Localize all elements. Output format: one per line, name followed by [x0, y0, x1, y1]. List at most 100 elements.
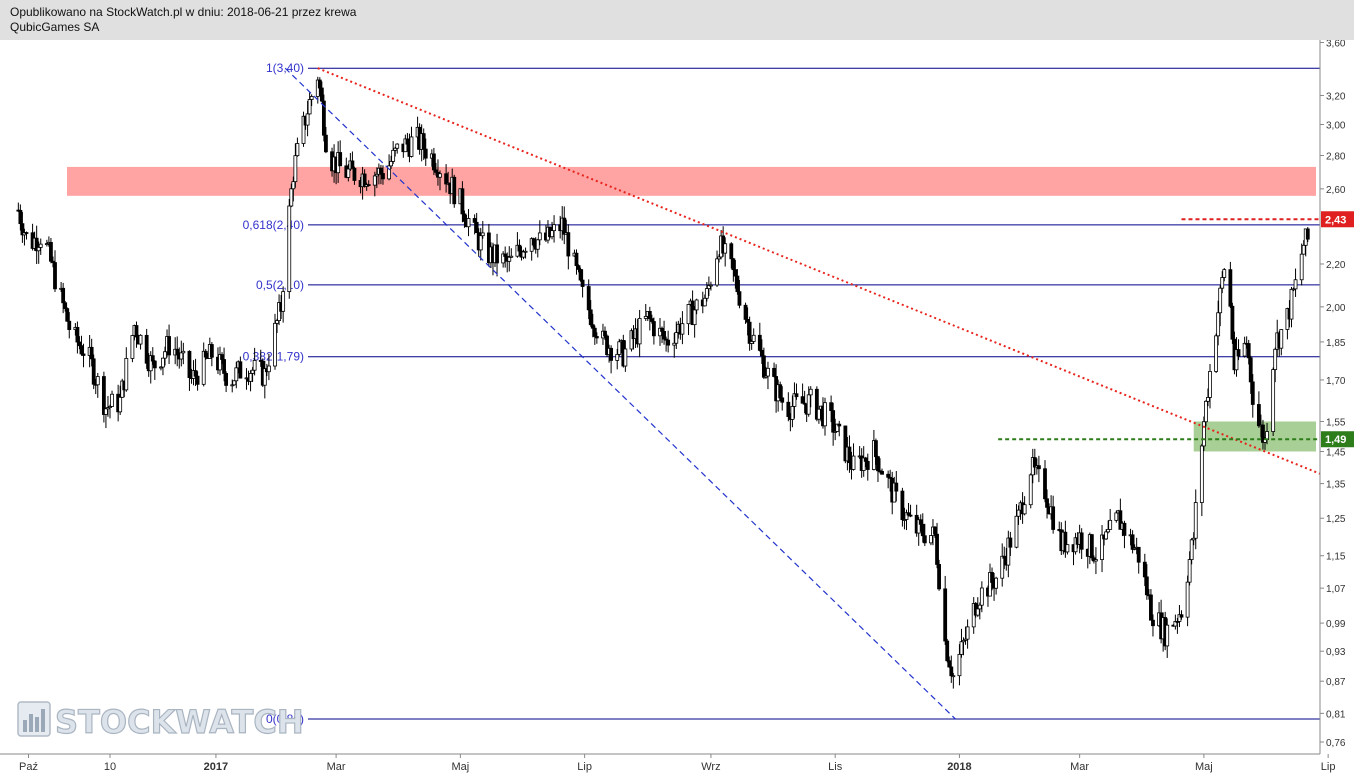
candle-body — [167, 336, 171, 356]
candle — [800, 383, 805, 404]
fib-level-label: 0,5(2,10) — [256, 278, 304, 292]
candle — [34, 225, 39, 265]
candle — [709, 281, 713, 291]
candle-body — [405, 138, 410, 145]
candle — [637, 309, 642, 358]
x-tick-label: Lip — [577, 761, 592, 773]
candle — [1193, 489, 1198, 550]
candle — [1014, 504, 1019, 549]
candle-body — [963, 638, 968, 641]
candle-body — [110, 393, 114, 407]
candle-body — [949, 666, 954, 677]
candle — [1108, 508, 1113, 530]
candle — [163, 346, 167, 366]
candle — [438, 170, 442, 191]
candle-body — [916, 519, 921, 534]
candle — [161, 357, 165, 376]
candle — [305, 100, 310, 137]
y-tick-label: 1,55 — [1326, 417, 1346, 428]
candle — [130, 334, 135, 363]
candle-body — [24, 232, 29, 234]
x-tick-label: 10 — [104, 761, 116, 773]
candle-body — [262, 368, 267, 386]
x-tick-label: Mar — [327, 761, 346, 773]
candle-body — [474, 221, 479, 234]
candle — [95, 372, 100, 398]
candle-body — [130, 335, 135, 359]
candle-body — [1242, 342, 1247, 357]
candle-body — [1193, 502, 1198, 539]
candle — [629, 328, 634, 352]
candle-body — [929, 535, 933, 544]
candle — [1165, 618, 1170, 658]
candle-body — [662, 331, 666, 340]
y-tick-label: 0,81 — [1326, 709, 1346, 720]
x-tick-label: Lis — [828, 761, 843, 773]
candle — [961, 637, 966, 656]
candle — [831, 402, 836, 446]
candle-body — [1305, 228, 1310, 240]
y-tick-label: 2,60 — [1326, 185, 1346, 196]
candle-body — [150, 355, 155, 362]
candle-body — [104, 408, 108, 415]
candle-body — [1130, 534, 1135, 550]
candle-body — [1261, 424, 1265, 443]
candle-body — [152, 360, 157, 369]
candle-body — [1206, 397, 1210, 402]
candle — [562, 206, 567, 245]
candle — [886, 470, 891, 489]
candle — [434, 162, 438, 176]
price-level-badge — [1321, 211, 1354, 228]
candle — [67, 312, 72, 339]
candle-body — [517, 244, 522, 252]
candle-body — [1173, 621, 1178, 627]
candle — [309, 94, 314, 107]
candle-body — [1142, 561, 1147, 578]
candle — [1016, 505, 1021, 525]
candle — [1279, 329, 1284, 356]
candle — [990, 567, 994, 591]
candle — [79, 335, 84, 356]
candle — [472, 214, 477, 235]
y-tick-label: 1,15 — [1326, 552, 1346, 563]
candle — [209, 342, 214, 367]
candle-body — [501, 253, 506, 264]
candle — [916, 517, 921, 546]
candle-body — [1149, 594, 1153, 621]
candle-body — [745, 319, 750, 323]
candle-body — [574, 252, 579, 267]
candle-body — [409, 136, 414, 157]
candle-body — [951, 675, 956, 678]
candle-body — [672, 342, 677, 346]
candle — [766, 361, 770, 390]
candle — [943, 575, 948, 645]
candle — [723, 237, 728, 267]
candle — [649, 314, 654, 324]
candle — [393, 146, 398, 157]
candle-body — [1291, 288, 1296, 291]
candle-body — [550, 230, 554, 238]
candle — [1305, 226, 1310, 243]
candle-body — [218, 354, 222, 371]
candle-body — [609, 347, 614, 361]
candle — [201, 342, 206, 387]
candle — [706, 276, 711, 296]
candle — [273, 313, 277, 370]
candle-body — [67, 320, 72, 330]
candle-body — [1008, 537, 1013, 548]
candle — [580, 269, 585, 298]
candle-body — [309, 96, 314, 100]
candle-body — [1079, 532, 1084, 550]
y-tick-label: 1,45 — [1326, 447, 1346, 458]
candle — [248, 370, 253, 392]
candle — [104, 407, 108, 429]
candle-body — [892, 482, 897, 503]
candle-body — [908, 514, 913, 517]
candle-body — [301, 115, 306, 144]
candle — [175, 336, 180, 367]
candle-body — [374, 173, 379, 177]
candle — [238, 356, 243, 379]
candle-body — [224, 373, 229, 386]
candle-body — [886, 473, 891, 478]
candle — [1234, 337, 1239, 377]
